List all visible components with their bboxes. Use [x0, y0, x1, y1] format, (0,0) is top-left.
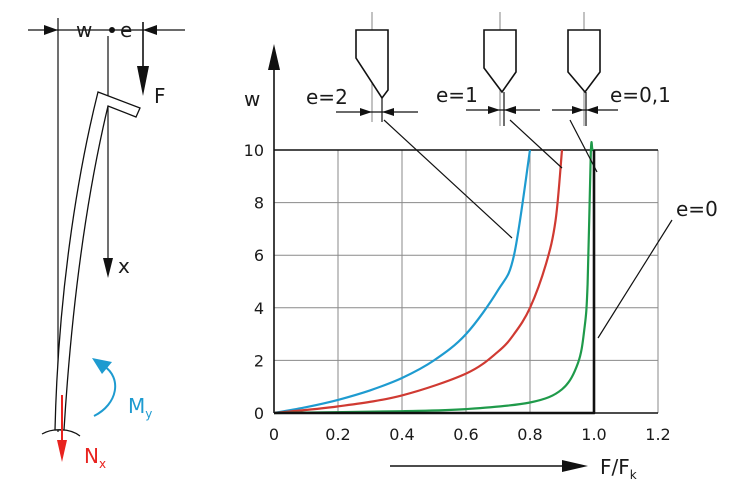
w-dimension-arrow-icon — [44, 25, 58, 35]
x-tick-labels: 0 0.2 0.4 0.6 0.8 1.0 1.2 — [269, 425, 671, 444]
moment-sub: y — [145, 407, 152, 421]
dim-e2-right-arrow-icon — [382, 108, 394, 116]
beam-e-label: e — [120, 18, 132, 42]
beam-x-label: x — [118, 254, 130, 278]
chart: 0 0.2 0.4 0.6 0.8 1.0 1.2 0 2 4 6 8 10 w F/Fk — [244, 12, 718, 482]
y-tick-label: 6 — [254, 246, 264, 265]
normal-force-label: Nx — [84, 444, 106, 471]
moment-M: M — [128, 394, 145, 418]
x-axis-label-sub: k — [630, 468, 637, 482]
series-line-e-1 — [273, 149, 564, 415]
x-tick-label: 1.2 — [645, 425, 670, 444]
beam-diagram: w e x F Nx My — [28, 18, 185, 471]
annotation-e01: e=0,1 — [610, 83, 671, 107]
y-tick-label: 8 — [254, 194, 264, 213]
leader-e1 — [509, 119, 563, 169]
leader-e0 — [597, 219, 673, 339]
series-line-e-0 — [274, 150, 596, 415]
normal-force-N: N — [84, 444, 99, 468]
y-axis-arrow-icon — [268, 44, 280, 70]
beam-w-label: w — [76, 18, 92, 42]
column-tips — [336, 12, 618, 126]
x-axis-label-main: F/F — [600, 455, 630, 479]
moment-label: My — [128, 394, 152, 421]
leader-e2 — [383, 119, 513, 239]
e-dimension-arrow-icon — [143, 25, 157, 35]
x-tick-label: 0.4 — [389, 425, 414, 444]
x-tick-label: 0.2 — [325, 425, 350, 444]
series-line-e-2 — [273, 149, 532, 415]
annotation-e1: e=1 — [436, 83, 478, 107]
tip-e01-icon — [567, 29, 601, 94]
x-tick-label: 0.6 — [453, 425, 478, 444]
y-tick-label: 2 — [254, 351, 264, 370]
moment-arrow-icon — [92, 358, 112, 374]
y-tick-label: 10 — [244, 141, 264, 160]
normal-force-sub: x — [99, 457, 106, 471]
dim-e2-left-arrow-icon — [360, 108, 372, 116]
dim-e01-right-arrow-icon — [586, 106, 598, 114]
force-label: F — [154, 84, 166, 108]
series-lines — [273, 140, 596, 415]
x-tick-label: 0.8 — [517, 425, 542, 444]
x-axis-label: F/Fk — [600, 455, 637, 482]
y-tick-label: 0 — [254, 404, 264, 423]
force-arrow-icon — [137, 66, 149, 96]
dim-e1-right-arrow-icon — [504, 106, 516, 114]
x-tick-label: 0 — [269, 425, 279, 444]
y-axis-label: w — [244, 87, 260, 111]
y-tick-labels: 0 2 4 6 8 10 — [244, 141, 264, 423]
annotation-e2: e=2 — [306, 85, 348, 109]
leader-e01 — [569, 119, 598, 173]
dim-e1-left-arrow-icon — [488, 106, 500, 114]
annotation-e0: e=0 — [676, 197, 718, 221]
y-tick-label: 4 — [254, 299, 264, 318]
x-direction-arrow-icon — [562, 460, 588, 472]
x-tick-label: 1.0 — [581, 425, 606, 444]
x-axis-arrow-icon — [103, 258, 113, 278]
moment-arc — [93, 365, 117, 417]
dim-e01-left-arrow-icon — [572, 106, 584, 114]
centroid-dot-icon — [109, 27, 115, 33]
tip-e1-icon — [483, 29, 517, 94]
normal-force-arrow-icon — [57, 440, 67, 462]
tip-e2-icon — [355, 29, 389, 100]
series-line-e-0-1 — [273, 140, 595, 415]
